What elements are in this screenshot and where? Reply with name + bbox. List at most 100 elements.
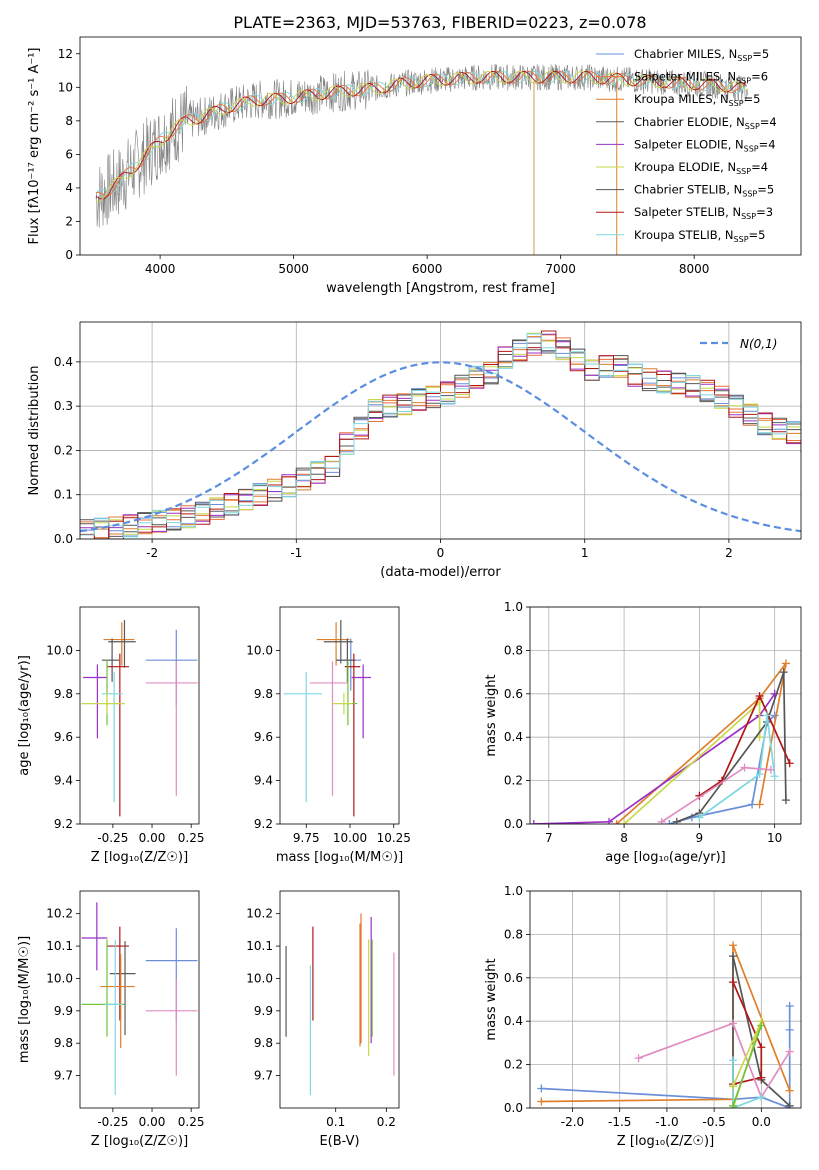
legend-text: Salpeter MILES, N (634, 70, 736, 84)
normal-curve (80, 361, 801, 533)
tick-label-x: 8 (620, 831, 628, 845)
legend-sub: SSP (736, 167, 751, 176)
mass_vs_EBV-axes: 0.1 0.2 9.7 9.8 9.9 10.0 10.1 10.2 E(B-V) (246, 890, 400, 1149)
legend-entry: Chabrier ELODIE, NSSP=4 (634, 115, 777, 131)
legend-sub: SSP (737, 54, 752, 63)
age_vs_mass-axes: 9.75 10.00 10.25 9.2 9.4 9.6 9.8 10.0 mass [log₁… (246, 606, 411, 865)
mass_vs_Z-plot-area (81, 902, 198, 1096)
residuals-axes: -2 -1 0 1 2 0.0 0.1 0.2 0.3 0.4 (data-model)/error… (27, 321, 802, 580)
weight-line (732, 981, 763, 1085)
legend-sub: SSP (745, 122, 760, 131)
weight_vs_age-frame (529, 606, 802, 825)
spectrum-data-line (95, 64, 748, 228)
histogram-step (80, 333, 801, 539)
weight-line (541, 944, 791, 1103)
tick-label-y: 0.8 (504, 927, 523, 941)
legend-tail: =4 (760, 115, 777, 129)
legend-tail: =5 (749, 228, 766, 242)
weight-marker (755, 691, 764, 700)
legend-tail: =3 (756, 205, 773, 219)
tick-label-y: 10.0 (46, 971, 73, 985)
weight_vs_Z-plot-area (537, 941, 794, 1108)
y-axis-label: Flux [fλ10⁻¹⁷ erg cm⁻² s⁻¹ A⁻¹] (27, 48, 42, 245)
weight-marker (757, 1093, 766, 1102)
spectrum-model-line (95, 70, 747, 203)
weight-marker (537, 1097, 546, 1106)
weight-marker (537, 1084, 546, 1093)
weight_vs_age-plot-area (530, 659, 794, 824)
weight-marker (665, 820, 674, 824)
tick-label-y: 6 (65, 147, 73, 161)
weight-marker (729, 1101, 738, 1108)
weight-marker (779, 668, 788, 677)
tick-label-y: 9.4 (254, 774, 273, 788)
tick-label-x: 10.00 (333, 831, 367, 845)
weight-line (698, 693, 791, 797)
tick-label-x: 0.25 (178, 1115, 205, 1129)
spectrum-model-line (95, 70, 747, 197)
tick-label-y: 9.8 (254, 1036, 273, 1050)
tick-label-y: 9.9 (54, 1004, 73, 1018)
weight-marker (729, 978, 738, 987)
spectrum-plot-area (95, 64, 748, 255)
histogram-step (80, 334, 801, 539)
tick-label-x: -0.25 (97, 1115, 128, 1129)
legend-sub: SSP (744, 144, 759, 153)
tick-label-y: 1.0 (504, 884, 523, 898)
x-axis-label: mass [log₁₀(M/M☉)] (276, 850, 403, 865)
legend-text: Chabrier ELODIE, N (634, 115, 745, 129)
legend-entry: N(0,1) (740, 337, 777, 351)
legend-entry: Salpeter MILES, NSSP=6 (634, 70, 768, 86)
legend-entry: Chabrier MILES, NSSP=5 (634, 47, 769, 63)
weight-line (638, 1022, 791, 1100)
weight-marker (755, 770, 764, 779)
legend-tail: =4 (751, 160, 768, 174)
tick-label-x: 6000 (412, 262, 443, 276)
tick-label-x: 0.25 (178, 831, 205, 845)
weight-marker (757, 1073, 766, 1082)
tick-label-y: 0.0 (54, 532, 73, 546)
tick-label-x: 2 (725, 546, 733, 560)
x-axis-label: wavelength [Angstrom, rest frame] (326, 281, 555, 296)
tick-label-y: 9.8 (54, 1036, 73, 1050)
tick-label-y: 4 (65, 181, 73, 195)
x-axis-label: Z [log₁₀(Z/Z☉)] (91, 850, 188, 865)
age_vs_Z-plot-area (81, 620, 198, 817)
mass_vs_EBV-plot-area (285, 913, 395, 1096)
tick-label-x: -1.5 (608, 1115, 631, 1129)
legend-text: Salpeter STELIB, N (634, 205, 741, 219)
weight-marker (605, 817, 614, 824)
weight-line (616, 662, 787, 824)
weight-line (623, 700, 761, 824)
tick-label-y: 9.6 (54, 730, 73, 744)
spectrum-model-line (95, 70, 747, 200)
weight-marker (729, 941, 738, 950)
tick-label-y: 9.8 (54, 687, 73, 701)
histogram-step (80, 340, 801, 539)
tick-label-x: 0.0 (752, 1115, 771, 1129)
weight-marker (755, 733, 764, 742)
tick-label-x: 9 (696, 831, 704, 845)
weight-marker (748, 800, 757, 809)
legend-text: Kroupa MILES, N (634, 92, 729, 106)
age_vs_Z-axes: -0.25 0.00 0.25 9.2 9.4 9.6 9.8 10.0 Z [log₁₀(Z/… (17, 606, 205, 865)
tick-label-y: 9.2 (54, 817, 73, 831)
y-axis-label: Normed distribution (27, 366, 42, 496)
histogram-step (80, 330, 801, 539)
legend-tail: =5 (744, 92, 761, 106)
weight-marker (757, 1043, 766, 1052)
tick-label-x: 0.00 (139, 831, 166, 845)
tick-label-y: 9.9 (254, 1004, 273, 1018)
weight-marker (770, 711, 779, 720)
weight-line (533, 693, 776, 824)
tick-label-y: 10 (58, 80, 73, 94)
age_vs_mass-plot-area (283, 620, 371, 817)
legend-sub: SSP (734, 235, 749, 244)
tick-label-y: 9.4 (54, 774, 73, 788)
weight-marker (770, 772, 779, 781)
legend-text: Chabrier MILES, N (634, 47, 737, 61)
weight-marker (785, 1025, 794, 1034)
weight-marker (729, 1019, 738, 1028)
weight-marker (785, 759, 794, 768)
